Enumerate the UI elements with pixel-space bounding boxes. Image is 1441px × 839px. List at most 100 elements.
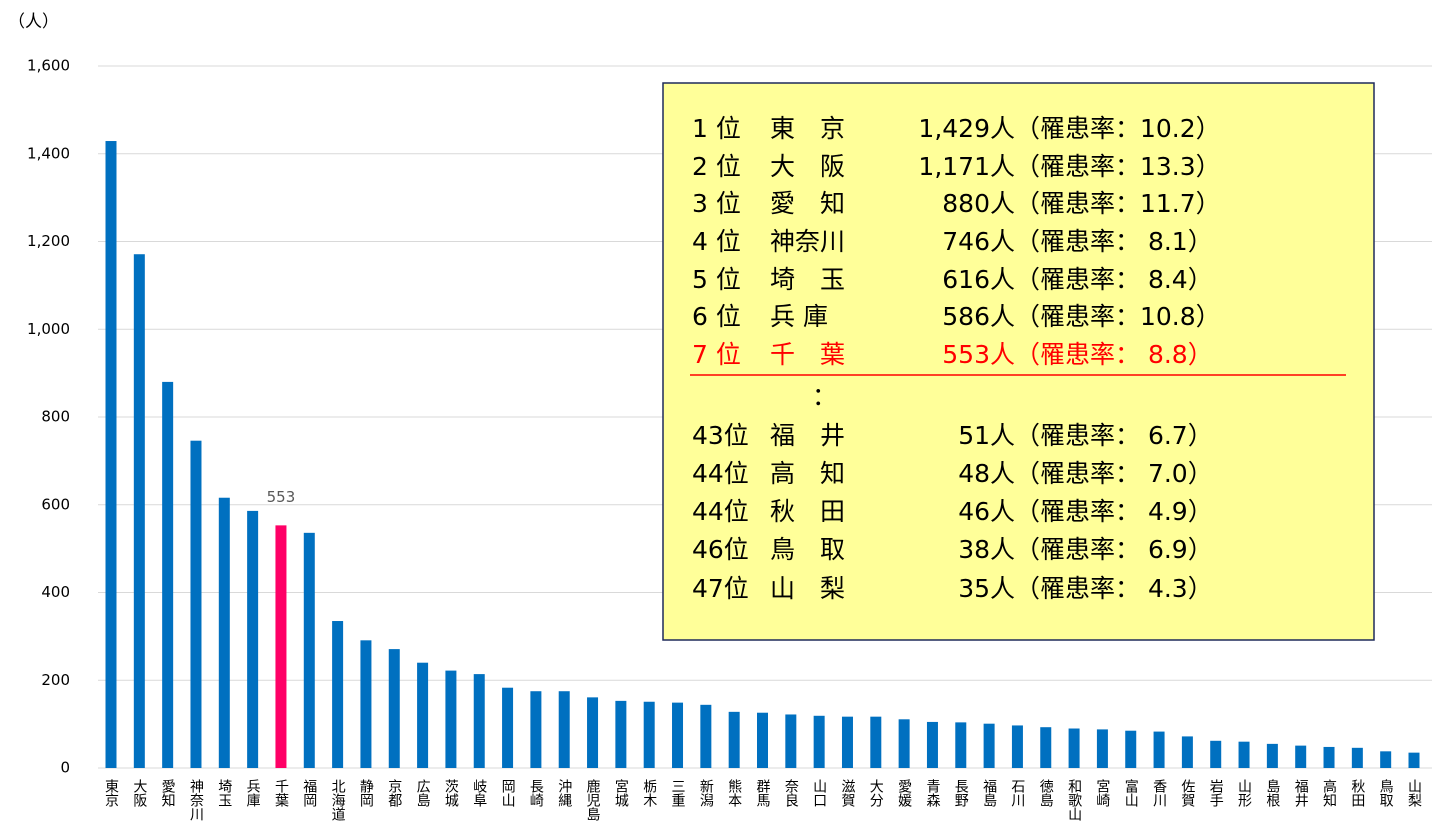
x-tick-label: 秋田 bbox=[1349, 779, 1365, 807]
x-tick-label: 埼玉 bbox=[216, 779, 232, 807]
prefecture: 兵 庫 bbox=[770, 302, 828, 331]
rank: 44位 bbox=[692, 497, 749, 526]
prefecture: 福 井 bbox=[770, 421, 845, 450]
count: 553人 bbox=[942, 340, 1015, 369]
bar bbox=[190, 440, 202, 768]
bar bbox=[1323, 746, 1335, 768]
rate: （罹患率：11.7） bbox=[1015, 189, 1221, 218]
count: 616人 bbox=[942, 265, 1015, 294]
rate: （罹患率： 8.4） bbox=[1015, 265, 1213, 294]
bar bbox=[785, 714, 797, 768]
x-tick-label: 福井 bbox=[1293, 779, 1309, 808]
count: 48人 bbox=[958, 459, 1015, 488]
x-tick-label: 佐賀 bbox=[1179, 779, 1195, 807]
x-tick-label: 香川 bbox=[1151, 779, 1167, 807]
bar bbox=[1011, 725, 1023, 768]
x-tick-label: 山梨 bbox=[1406, 779, 1422, 807]
x-tick-label: 栃木 bbox=[641, 779, 657, 807]
rank: 4 位 bbox=[692, 227, 741, 256]
bar bbox=[530, 691, 542, 768]
bar bbox=[1125, 730, 1137, 768]
prefecture: 秋 田 bbox=[770, 497, 845, 526]
prefecture: ： bbox=[812, 382, 837, 411]
y-tick-label: 1,200 bbox=[27, 232, 70, 250]
x-tick-label: 長崎 bbox=[528, 779, 544, 807]
bar bbox=[473, 674, 485, 768]
x-tick-label: 茨城 bbox=[443, 779, 459, 808]
bar bbox=[1210, 740, 1222, 768]
x-tick-label: 岐阜 bbox=[471, 779, 487, 807]
rate: （罹患率： 4.3） bbox=[1015, 574, 1213, 603]
count: 1,171人 bbox=[918, 152, 1015, 181]
x-tick-label: 奈良 bbox=[783, 779, 799, 807]
bar bbox=[813, 715, 825, 768]
x-tick-label: 沖縄 bbox=[556, 779, 572, 807]
x-tick-label: 愛媛 bbox=[896, 779, 912, 807]
x-tick-label: 島根 bbox=[1264, 779, 1280, 807]
bar bbox=[1153, 731, 1165, 768]
bar bbox=[388, 649, 400, 768]
rate: （罹患率：10.8） bbox=[1015, 302, 1221, 331]
x-tick-label: 静岡 bbox=[358, 779, 374, 808]
bar bbox=[898, 719, 910, 768]
bar bbox=[502, 687, 514, 768]
count: 1,429人 bbox=[918, 114, 1015, 143]
x-tick-label: 福岡 bbox=[301, 779, 317, 808]
y-tick-label: 600 bbox=[41, 495, 70, 513]
bar bbox=[672, 702, 684, 768]
prefecture: 高 知 bbox=[770, 459, 845, 488]
bar bbox=[1181, 736, 1193, 768]
x-tick-label: 富山 bbox=[1123, 778, 1139, 807]
rank: 6 位 bbox=[692, 302, 741, 331]
x-tick-label: 千葉 bbox=[273, 779, 289, 807]
bar bbox=[926, 721, 938, 768]
bar bbox=[218, 497, 230, 768]
count: 586人 bbox=[942, 302, 1015, 331]
bar bbox=[1351, 747, 1363, 768]
y-tick-label: 1,400 bbox=[27, 144, 70, 162]
rank: 43位 bbox=[692, 421, 749, 450]
bar bbox=[303, 532, 315, 768]
bar bbox=[133, 254, 145, 768]
bar bbox=[1238, 741, 1250, 768]
x-tick-label: 三重 bbox=[670, 779, 686, 807]
x-tick-label: 愛知 bbox=[160, 779, 176, 807]
bar bbox=[955, 722, 967, 768]
x-tick-label: 熊本 bbox=[726, 779, 742, 807]
count: 51人 bbox=[958, 421, 1015, 450]
y-tick-label: 400 bbox=[41, 583, 70, 601]
x-tick-label: 山形 bbox=[1236, 779, 1252, 807]
x-tick-label: 高知 bbox=[1321, 778, 1337, 807]
bar bbox=[1266, 743, 1278, 768]
x-tick-label: 宮崎 bbox=[1094, 779, 1110, 807]
x-tick-label: 青森 bbox=[924, 779, 940, 807]
y-tick-label: 800 bbox=[41, 408, 70, 426]
x-tick-label: 徳島 bbox=[1038, 779, 1054, 807]
bar bbox=[643, 701, 655, 768]
y-tick-label: 1,000 bbox=[27, 320, 70, 338]
bar bbox=[360, 640, 372, 768]
bar bbox=[332, 621, 344, 768]
count: 35人 bbox=[958, 574, 1015, 603]
prefecture: 千 葉 bbox=[770, 340, 845, 369]
rank: 44位 bbox=[692, 459, 749, 488]
x-tick-label: 宮城 bbox=[613, 779, 629, 808]
rank: 46位 bbox=[692, 535, 749, 564]
bar bbox=[247, 510, 259, 768]
prefecture: 埼 玉 bbox=[770, 265, 845, 294]
x-tick-label: 大阪 bbox=[131, 779, 147, 807]
bar bbox=[1295, 745, 1307, 768]
rank: 1 位 bbox=[692, 114, 741, 143]
bar bbox=[275, 525, 287, 768]
bar bbox=[841, 716, 853, 768]
x-tick-label: 兵庫 bbox=[245, 779, 261, 807]
y-axis-label: （人） bbox=[8, 12, 59, 32]
x-tick-label: 石川 bbox=[1009, 779, 1025, 807]
rank: 3 位 bbox=[692, 189, 741, 218]
x-tick-label: 鹿児島 bbox=[585, 778, 601, 821]
bar bbox=[757, 712, 768, 768]
bar bbox=[105, 141, 117, 768]
bar bbox=[1040, 727, 1052, 768]
x-tick-label: 新潟 bbox=[698, 779, 714, 807]
